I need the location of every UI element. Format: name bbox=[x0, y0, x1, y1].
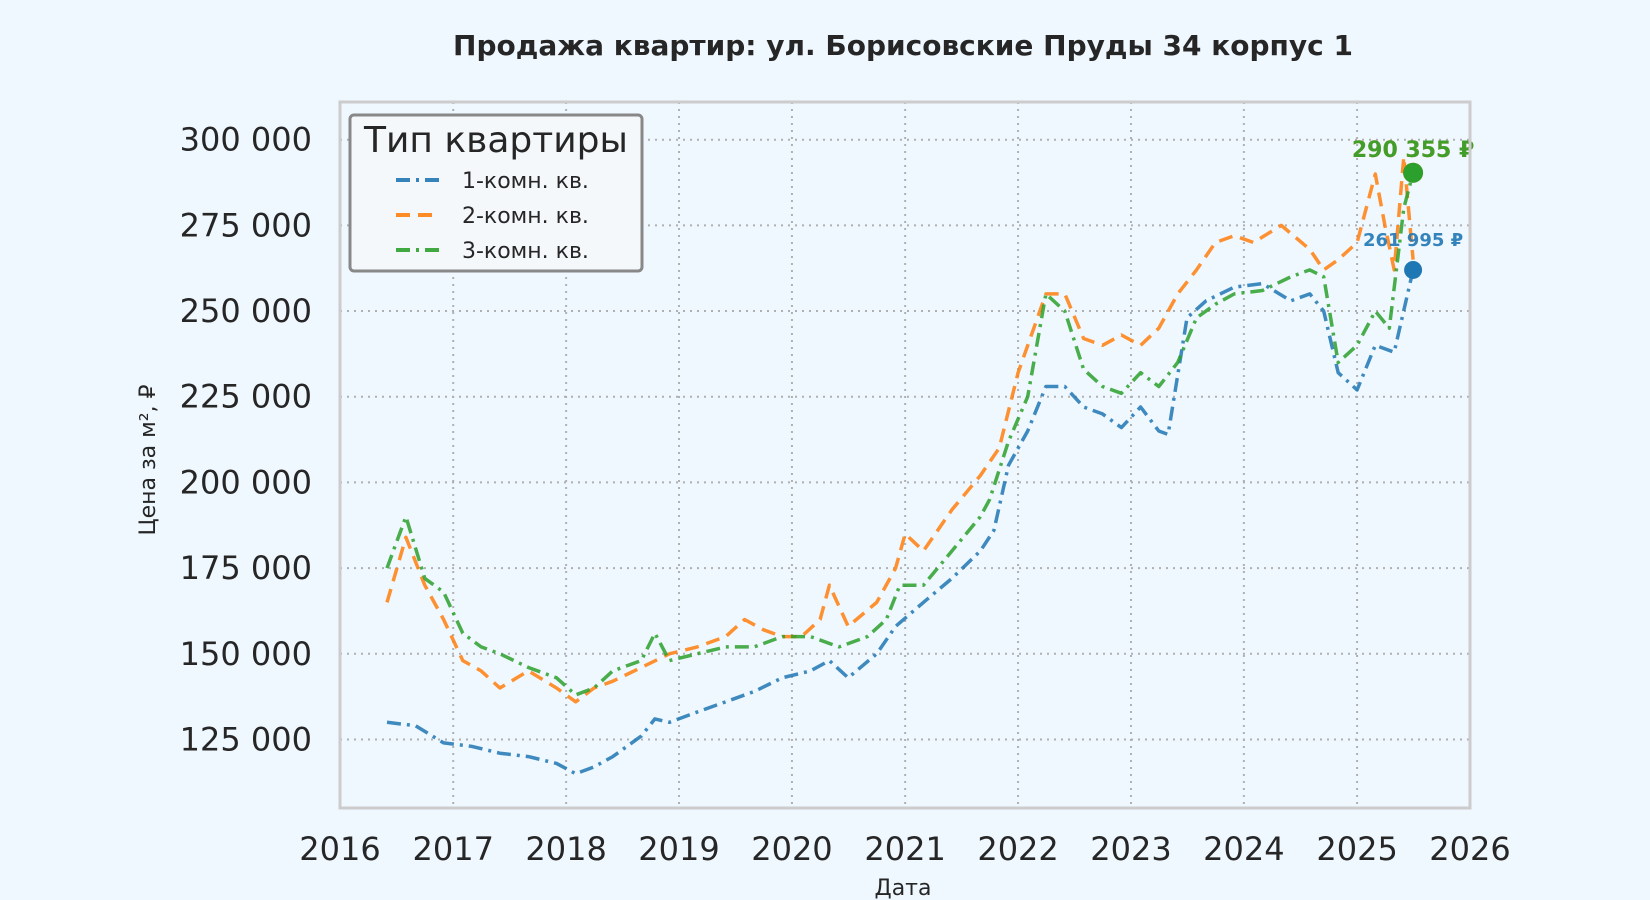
x-tick-label: 2023 bbox=[1090, 830, 1171, 868]
end-value-label: 290 355 ₽ bbox=[1352, 138, 1474, 163]
end-value-label: 261 995 ₽ bbox=[1363, 230, 1463, 251]
end-marker bbox=[1404, 260, 1423, 279]
y-axis-ticks: 125 000 150 000 175 000 200 000 225 000 250 0… bbox=[180, 121, 312, 759]
series-line-3 bbox=[385, 172, 1415, 697]
x-axis-label: Дата bbox=[875, 876, 932, 900]
x-tick-label: 2016 bbox=[299, 830, 380, 868]
x-tick-label: 2019 bbox=[638, 830, 719, 868]
legend-label: 1-комн. кв. bbox=[462, 169, 589, 194]
x-tick-label: 2026 bbox=[1429, 830, 1510, 868]
x-tick-label: 2017 bbox=[412, 830, 493, 868]
end-marker bbox=[1403, 162, 1424, 183]
y-tick-label: 200 000 bbox=[180, 463, 312, 501]
y-tick-label: 175 000 bbox=[180, 549, 312, 587]
end-markers: 290 355 ₽290 355 ₽261 995 ₽ bbox=[1352, 138, 1474, 279]
end-value-label: 290 355 ₽ bbox=[1352, 138, 1474, 163]
legend-title: Тип квартиры bbox=[363, 120, 628, 161]
y-tick-label: 150 000 bbox=[180, 635, 312, 673]
series-line-1 bbox=[386, 269, 1415, 776]
chart-title: Продажа квартир: ул. Борисовские Пруды 3… bbox=[453, 29, 1353, 62]
y-axis-label: Цена за м², ₽ bbox=[136, 384, 161, 535]
y-tick-label: 225 000 bbox=[180, 378, 312, 416]
x-tick-label: 2018 bbox=[525, 830, 606, 868]
x-tick-label: 2022 bbox=[977, 830, 1058, 868]
x-tick-label: 2024 bbox=[1203, 830, 1284, 868]
series-lines bbox=[385, 155, 1415, 776]
y-tick-label: 275 000 bbox=[180, 206, 312, 244]
series-line-2 bbox=[385, 155, 1415, 704]
plot-frame bbox=[338, 100, 1472, 810]
legend-label: 2-комн. кв. bbox=[462, 204, 589, 229]
x-tick-label: 2025 bbox=[1316, 830, 1397, 868]
legend: Тип квартиры 1-комн. кв. 2-комн. кв. 3-ком… bbox=[348, 113, 644, 273]
x-tick-label: 2020 bbox=[751, 830, 832, 868]
legend-label: 3-комн. кв. bbox=[462, 239, 589, 264]
legend-box bbox=[348, 113, 644, 273]
x-axis-ticks: 2016 2017 2018 2019 2020 2021 2022 2023 2024 2025… bbox=[299, 830, 1510, 868]
y-tick-label: 125 000 bbox=[180, 720, 312, 758]
legend-items: 1-комн. кв. 2-комн. кв. 3-комн. кв. bbox=[396, 169, 589, 264]
x-tick-label: 2021 bbox=[864, 830, 945, 868]
y-tick-label: 250 000 bbox=[180, 292, 312, 330]
y-tick-label: 300 000 bbox=[180, 121, 312, 159]
